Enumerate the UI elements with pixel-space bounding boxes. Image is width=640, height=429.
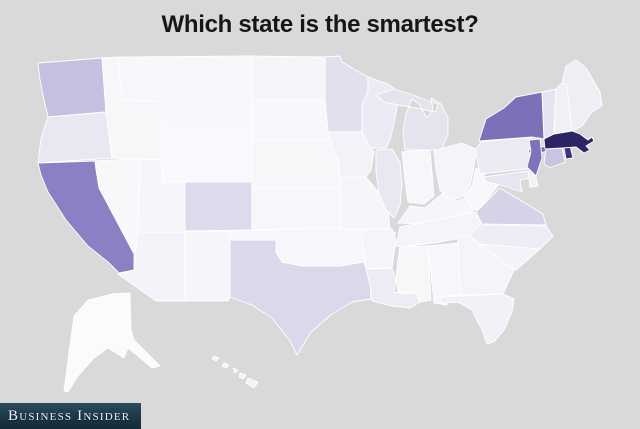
business-insider-logo: Business Insider xyxy=(0,403,142,429)
state-sd xyxy=(251,99,331,141)
state-ma xyxy=(543,130,595,154)
state-ne xyxy=(251,139,341,189)
state-nm xyxy=(184,230,231,302)
state-wy xyxy=(161,127,253,183)
state-co xyxy=(184,181,253,232)
state-mi xyxy=(375,88,449,151)
state-il xyxy=(375,148,403,219)
state-me xyxy=(561,59,603,132)
state-pa xyxy=(474,136,535,175)
state-ct xyxy=(543,147,566,169)
state-in xyxy=(401,149,435,205)
state-ar xyxy=(361,228,397,270)
page-title: Which state is the smartest? xyxy=(161,11,479,38)
state-nd xyxy=(251,55,326,101)
state-nj xyxy=(526,138,543,177)
state-ks xyxy=(251,187,341,231)
state-hi xyxy=(211,355,259,389)
state-ms xyxy=(395,245,432,303)
state-fl xyxy=(440,293,515,345)
business-insider-logo-text: Business Insider xyxy=(8,407,131,424)
state-ca xyxy=(37,160,135,274)
state-tx xyxy=(229,239,372,356)
state-or xyxy=(37,111,113,164)
state-al xyxy=(427,242,461,306)
state-va xyxy=(475,187,547,226)
state-ak xyxy=(63,292,161,393)
state-oh xyxy=(433,142,477,202)
state-wa xyxy=(37,57,107,118)
state-la xyxy=(365,267,421,309)
